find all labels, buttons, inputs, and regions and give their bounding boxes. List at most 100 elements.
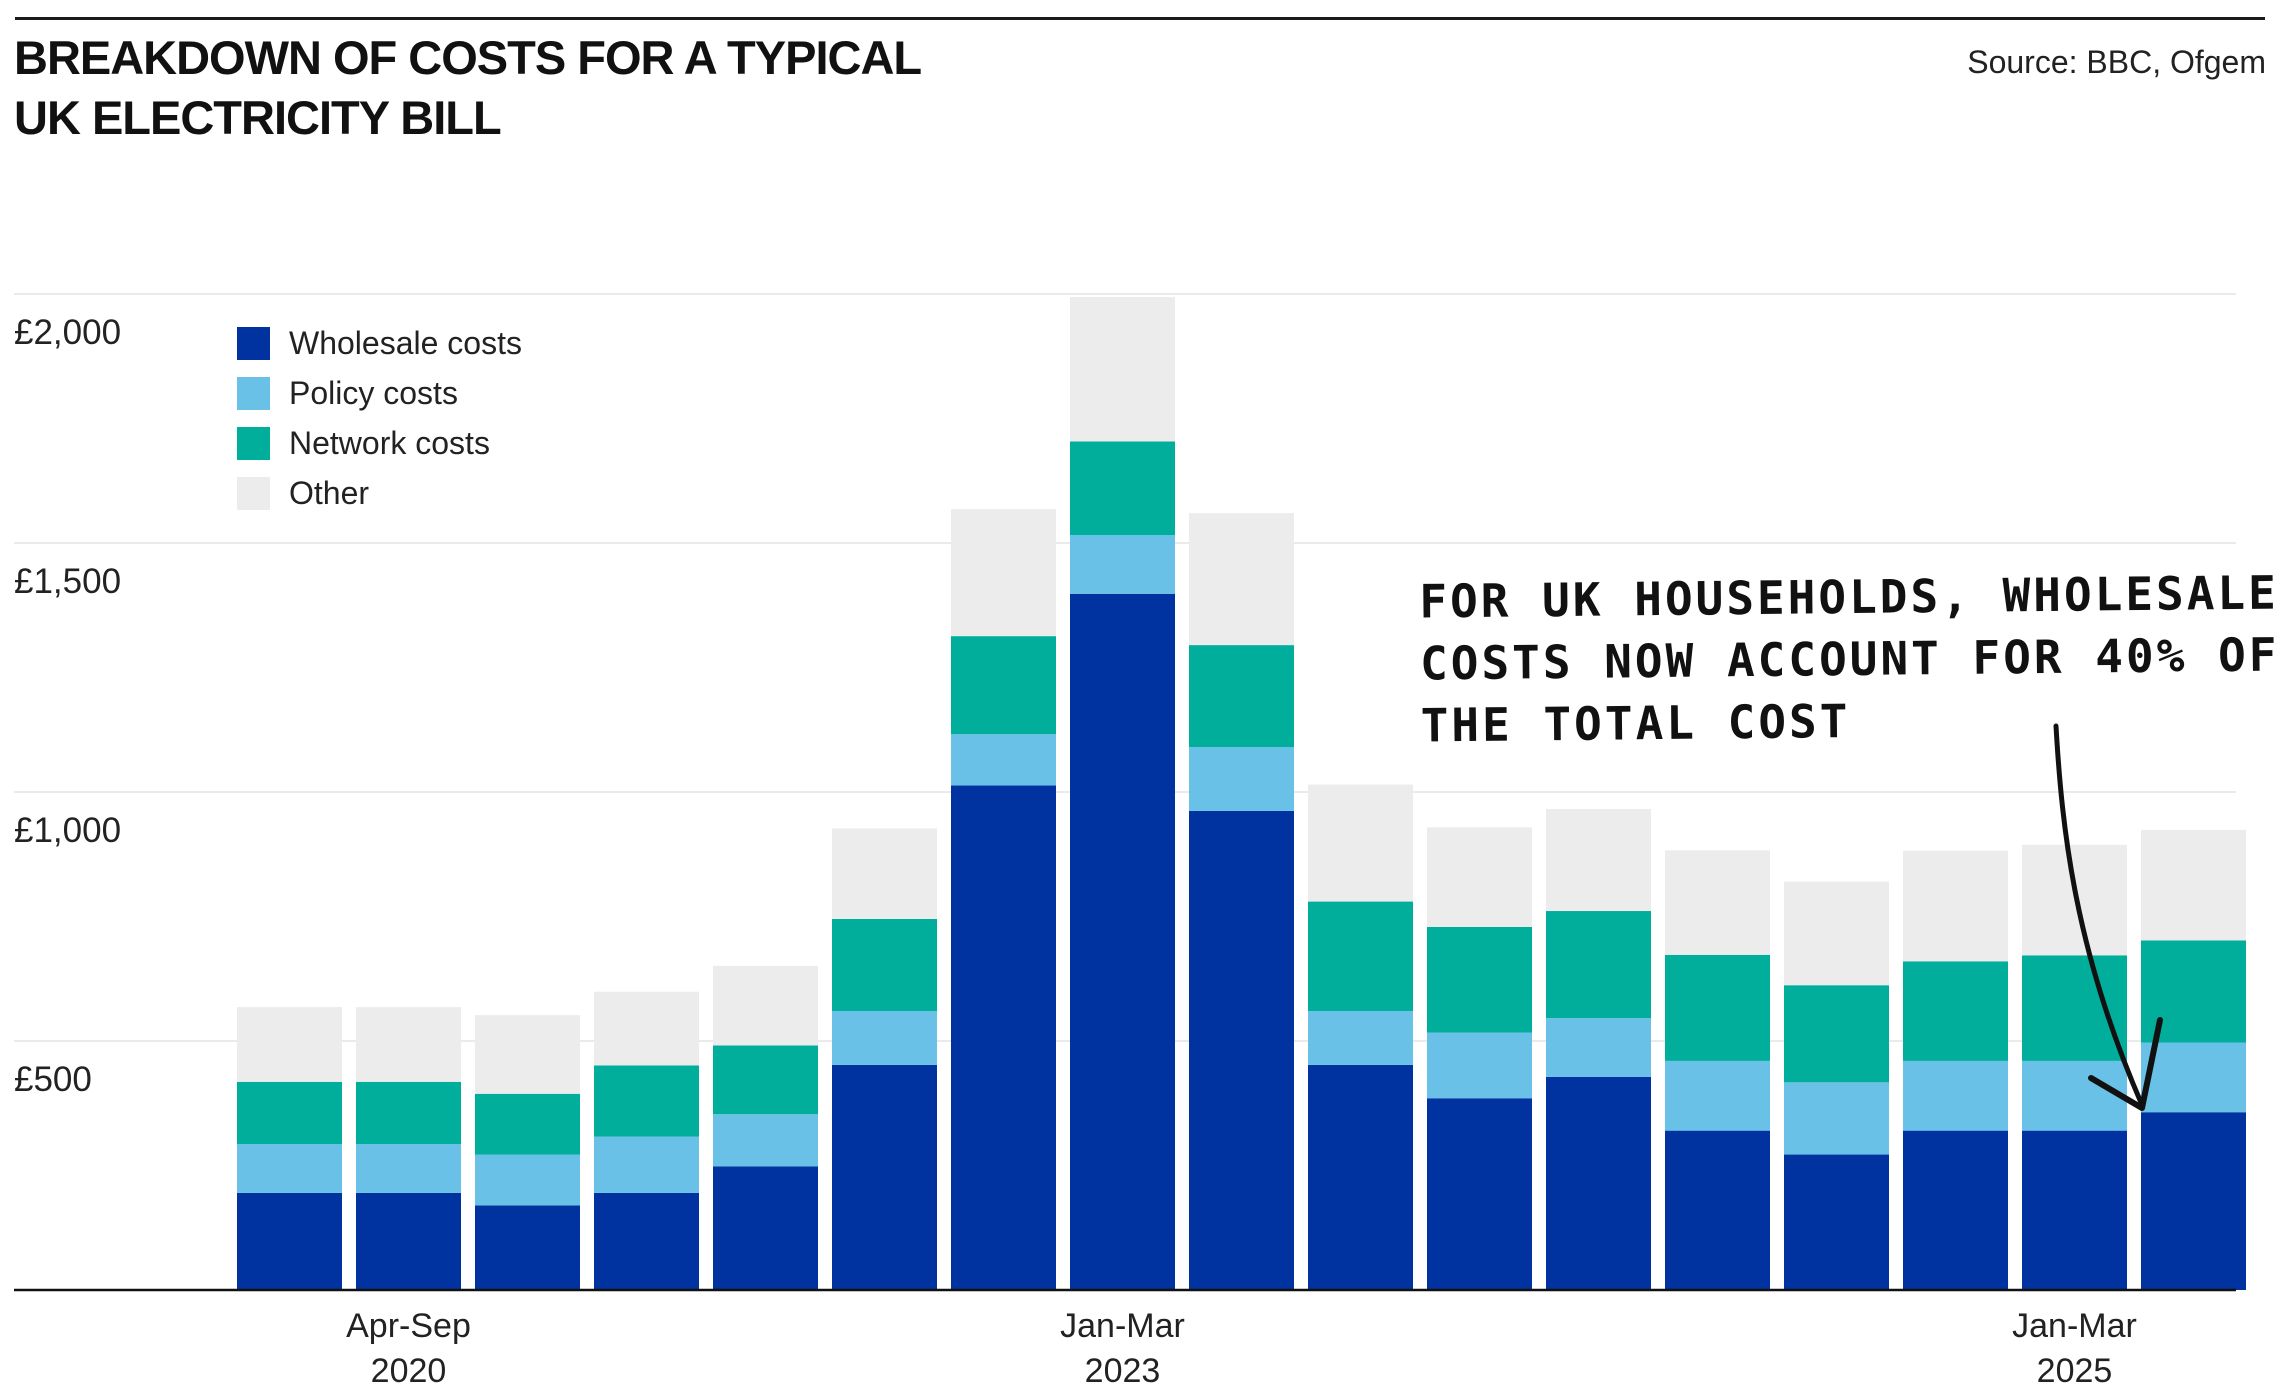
bar-segment-wholesale-costs bbox=[1546, 1076, 1651, 1290]
annotation-line1: For UK households, wholesale bbox=[1419, 565, 2280, 629]
x-tick-label: Jan-Mar bbox=[1060, 1307, 1185, 1345]
bar-segment-network-costs bbox=[951, 636, 1056, 735]
bar-segment-other bbox=[951, 509, 1056, 637]
bar-segment-policy-costs bbox=[237, 1144, 342, 1193]
bar-segment-network-costs bbox=[1784, 985, 1889, 1083]
chart-title-line2: UK ELECTRICITY BILL bbox=[14, 91, 502, 144]
annotation-text: For UK households, wholesale costs now a… bbox=[1419, 562, 2280, 757]
bar-segment-policy-costs bbox=[1784, 1082, 1889, 1155]
legend-swatch-network bbox=[237, 426, 270, 460]
bar-segment-network-costs bbox=[1189, 645, 1294, 748]
bar-segment-network-costs bbox=[2022, 955, 2127, 1061]
source-note: Source: BBC, Ofgem bbox=[1967, 44, 2266, 80]
legend-item-network: Network costs bbox=[237, 418, 522, 468]
bar-segment-other bbox=[1903, 850, 2008, 962]
x-tick-label-year: 2025 bbox=[2037, 1352, 2113, 1390]
bar-segment-network-costs bbox=[237, 1081, 342, 1145]
bar-segment-wholesale-costs bbox=[594, 1192, 699, 1290]
bar-segment-policy-costs bbox=[1308, 1011, 1413, 1065]
bars-layer bbox=[237, 296, 2246, 1290]
bar-segment-network-costs bbox=[832, 918, 937, 1012]
bar-segment-policy-costs bbox=[713, 1114, 818, 1167]
bar-segment-network-costs bbox=[1070, 441, 1175, 536]
x-tick-label-year: 2023 bbox=[1085, 1352, 1161, 1390]
bar-segment-other bbox=[356, 1007, 461, 1082]
bar-segment-policy-costs bbox=[1665, 1060, 1770, 1131]
y-tick-label: £1,000 bbox=[14, 811, 121, 850]
bar-segment-other bbox=[237, 1007, 342, 1082]
bar-segment-policy-costs bbox=[951, 734, 1056, 786]
bar-segment-policy-costs bbox=[475, 1154, 580, 1206]
bar-segment-other bbox=[1665, 850, 1770, 955]
bar-segment-policy-costs bbox=[832, 1011, 937, 1065]
bar-segment-network-costs bbox=[356, 1081, 461, 1145]
y-tick-label: £1,500 bbox=[14, 562, 121, 601]
bar-segment-network-costs bbox=[713, 1045, 818, 1115]
bar-segment-network-costs bbox=[1308, 901, 1413, 1012]
bar-segment-network-costs bbox=[475, 1093, 580, 1155]
bar-segment-wholesale-costs bbox=[1665, 1130, 1770, 1290]
x-tick-label: Jan-Mar bbox=[2012, 1307, 2137, 1345]
bar-segment-other bbox=[1784, 881, 1889, 986]
chart-title-line1: BREAKDOWN OF COSTS FOR A TYPICAL bbox=[14, 31, 922, 84]
bar-segment-other bbox=[594, 991, 699, 1066]
bar-segment-policy-costs bbox=[1070, 535, 1175, 594]
bar-segment-network-costs bbox=[1427, 926, 1532, 1033]
bar-segment-network-costs bbox=[1903, 961, 2008, 1061]
bar-segment-wholesale-costs bbox=[1427, 1098, 1532, 1290]
legend: Wholesale costs Policy costs Network cos… bbox=[237, 318, 522, 518]
bar-segment-wholesale-costs bbox=[1784, 1154, 1889, 1290]
y-tick-label: £2,000 bbox=[14, 313, 121, 352]
bar-segment-wholesale-costs bbox=[1308, 1064, 1413, 1290]
legend-swatch-other bbox=[237, 476, 270, 510]
y-tick-label: £500 bbox=[14, 1060, 92, 1099]
x-tick-labels: Apr-Sep 2020 Jan-Mar 2023 Jan-Mar 2025 bbox=[346, 1307, 2137, 1390]
bar-segment-policy-costs bbox=[1427, 1032, 1532, 1099]
chart-title: BREAKDOWN OF COSTS FOR A TYPICAL UK ELEC… bbox=[14, 28, 1114, 148]
bar-segment-other bbox=[1070, 296, 1175, 442]
bar-segment-policy-costs bbox=[594, 1136, 699, 1193]
top-rule bbox=[15, 17, 2265, 20]
legend-item-policy: Policy costs bbox=[237, 368, 522, 418]
bar-segment-other bbox=[1308, 784, 1413, 902]
legend-label-other: Other bbox=[289, 474, 370, 511]
bar-segment-other bbox=[1546, 808, 1651, 912]
annotation-arrow bbox=[2053, 723, 2163, 1111]
bar-segment-wholesale-costs bbox=[2022, 1130, 2127, 1290]
bar-segment-wholesale-costs bbox=[832, 1064, 937, 1290]
bar-segment-wholesale-costs bbox=[475, 1205, 580, 1290]
annotation-line3: the total cost bbox=[1420, 694, 1851, 753]
bar-segment-wholesale-costs bbox=[951, 785, 1056, 1290]
x-tick-label: Apr-Sep bbox=[346, 1307, 471, 1345]
bar-segment-other bbox=[475, 1015, 580, 1094]
bar-segment-network-costs bbox=[1665, 954, 1770, 1061]
bar-segment-wholesale-costs bbox=[1903, 1130, 2008, 1290]
legend-label-wholesale: Wholesale costs bbox=[289, 324, 522, 361]
legend-item-wholesale: Wholesale costs bbox=[237, 318, 522, 368]
bar-segment-policy-costs bbox=[1546, 1018, 1651, 1077]
legend-swatch-wholesale bbox=[237, 326, 270, 360]
bar-segment-other bbox=[1427, 827, 1532, 927]
y-tick-labels: £500 £1,000 £1,500 £2,000 bbox=[14, 313, 121, 1099]
bar-segment-wholesale-costs bbox=[1070, 593, 1175, 1290]
bar-segment-wholesale-costs bbox=[356, 1192, 461, 1290]
legend-item-other: Other bbox=[237, 468, 522, 518]
bar-segment-other bbox=[832, 828, 937, 919]
bar-segment-network-costs bbox=[1546, 911, 1651, 1019]
legend-label-policy: Policy costs bbox=[289, 374, 458, 411]
bar-segment-network-costs bbox=[594, 1065, 699, 1137]
bar-segment-policy-costs bbox=[2141, 1042, 2246, 1113]
bar-segment-policy-costs bbox=[356, 1144, 461, 1193]
bar-segment-wholesale-costs bbox=[713, 1166, 818, 1290]
bar-segment-wholesale-costs bbox=[1189, 810, 1294, 1290]
bar-segment-policy-costs bbox=[1903, 1060, 2008, 1131]
x-tick-label-year: 2020 bbox=[371, 1352, 447, 1390]
legend-label-network: Network costs bbox=[289, 424, 490, 461]
bar-segment-wholesale-costs bbox=[237, 1192, 342, 1290]
bar-segment-other bbox=[2141, 829, 2246, 941]
annotation-line2: costs now account for 40% of bbox=[1419, 627, 2280, 691]
bar-segment-policy-costs bbox=[2022, 1060, 2127, 1131]
bar-segment-wholesale-costs bbox=[2141, 1112, 2246, 1290]
bar-segment-other bbox=[713, 965, 818, 1046]
